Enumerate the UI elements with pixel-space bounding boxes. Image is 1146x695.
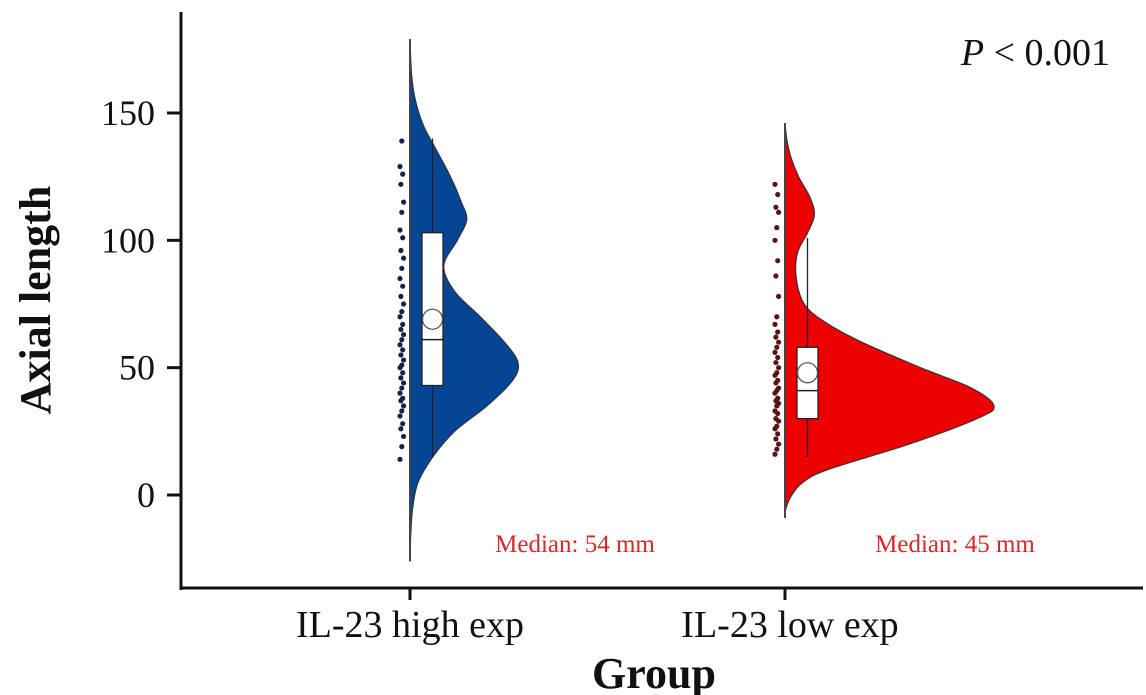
data-point [776, 339, 782, 345]
data-point [398, 375, 404, 381]
data-point [776, 209, 782, 215]
data-point [400, 321, 406, 327]
data-point [776, 385, 782, 391]
data-point [398, 326, 404, 333]
data-point [400, 235, 406, 241]
data-point [772, 451, 778, 457]
p-value-annotation: P < 0.001 [960, 32, 1110, 74]
x-category-label-2: IL-23 low exp [681, 604, 898, 646]
data-point [398, 247, 404, 254]
data-point [397, 413, 403, 419]
data-point [400, 421, 406, 427]
violin-group [397, 39, 520, 562]
data-point [397, 163, 403, 170]
data-point [399, 362, 405, 368]
data-point [774, 423, 780, 429]
data-point [776, 441, 782, 447]
data-point [775, 258, 781, 264]
data-point [399, 265, 405, 271]
data-point [399, 444, 405, 450]
data-point [400, 171, 406, 177]
data-point [397, 227, 403, 233]
data-point [399, 309, 405, 315]
data-point [773, 273, 779, 279]
violin-group [772, 123, 995, 518]
x-axis-title: Group [592, 649, 716, 695]
median-label-low: Median: 45 mm [875, 531, 1035, 558]
data-point [399, 408, 405, 414]
data-point [773, 204, 779, 210]
data-point [398, 426, 404, 432]
data-point [775, 329, 781, 335]
data-point [401, 301, 407, 307]
data-point [401, 380, 407, 386]
y-tick-label: 0 [137, 475, 155, 515]
data-point [775, 354, 781, 361]
data-point [772, 181, 778, 187]
data-point [400, 283, 406, 289]
y-tick-label: 50 [119, 348, 155, 388]
data-point [773, 334, 779, 340]
data-point [400, 395, 406, 401]
box-mean-marker [796, 362, 819, 384]
data-point [400, 347, 406, 353]
data-point [775, 395, 781, 401]
data-point [773, 359, 779, 366]
data-point [397, 390, 403, 396]
data-point [772, 349, 778, 355]
x-category-label-1: IL-23 high exp [296, 604, 524, 646]
data-point [774, 344, 780, 350]
y-axis-ticks: 0 50 100 150 [101, 93, 787, 600]
data-point [399, 138, 405, 144]
data-point [401, 433, 407, 440]
data-point [397, 456, 403, 462]
data-point [776, 365, 782, 371]
data-point [399, 385, 405, 391]
data-point [772, 321, 778, 327]
data-point [775, 431, 781, 437]
data-point [400, 370, 406, 376]
data-point [401, 255, 407, 261]
data-point [772, 408, 778, 414]
data-point [399, 337, 405, 343]
data-point [772, 237, 778, 243]
box-mean-marker [421, 308, 444, 330]
half-violin-shape [784, 123, 995, 518]
data-point [397, 275, 403, 282]
y-tick-label: 100 [101, 220, 155, 260]
data-point [774, 225, 780, 231]
data-point [773, 436, 779, 442]
data-point [401, 331, 407, 338]
data-point [397, 314, 403, 320]
median-label-high: Median: 54 mm [495, 531, 655, 558]
data-point [774, 370, 780, 376]
data-point [398, 352, 404, 358]
data-point [776, 293, 782, 299]
data-point [401, 199, 407, 205]
data-point [398, 181, 404, 187]
data-point [774, 314, 780, 320]
y-tick-label: 150 [101, 93, 155, 133]
data-point [773, 416, 779, 422]
half-violin-shape [409, 39, 520, 562]
data-point [398, 293, 404, 299]
data-point [775, 377, 781, 383]
data-point [774, 446, 780, 452]
data-point [399, 209, 405, 215]
y-axis-title: Axial length [11, 186, 60, 415]
data-point [397, 342, 403, 348]
plot-layer [397, 39, 995, 562]
data-point [401, 357, 407, 363]
data-point [401, 403, 407, 409]
data-point [775, 191, 781, 198]
